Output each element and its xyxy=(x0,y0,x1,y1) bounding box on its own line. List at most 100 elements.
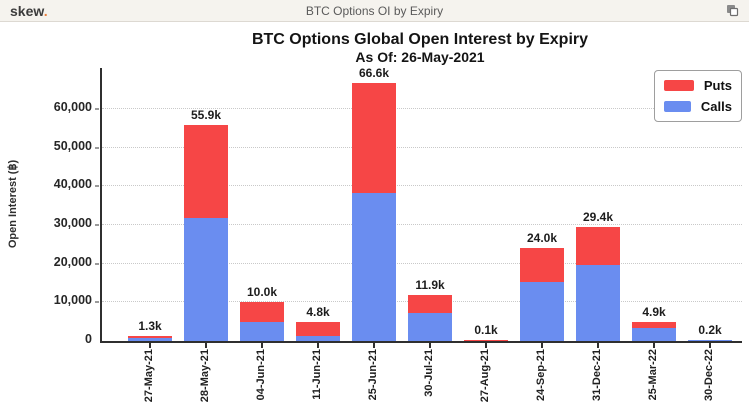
copy-icon-glyph xyxy=(727,5,739,17)
gridline-50,000 xyxy=(102,146,742,148)
legend: Puts Calls xyxy=(654,70,742,122)
legend-swatch-puts xyxy=(664,80,694,91)
bar-segment-calls[interactable] xyxy=(240,322,284,341)
bar-segment-puts[interactable] xyxy=(296,322,340,336)
y-tick-mark xyxy=(95,223,99,226)
bar-total-label: 1.3k xyxy=(138,318,162,333)
gridline-40,000 xyxy=(102,185,742,187)
bar-segment-calls[interactable] xyxy=(688,340,732,341)
y-tick-mark xyxy=(95,301,99,304)
x-tick-mark xyxy=(541,343,543,348)
logo-dot: . xyxy=(43,2,48,19)
skew-logo[interactable]: skew. xyxy=(10,3,48,19)
chart-card: BTC Options Global Open Interest by Expi… xyxy=(0,22,749,413)
x-tick-mark xyxy=(709,343,711,348)
y-tick-mark xyxy=(95,185,99,188)
bar-segment-calls[interactable] xyxy=(576,265,620,341)
bar-04-Jun-21[interactable] xyxy=(240,302,284,341)
x-tick-label: 24-Sep-21 xyxy=(535,349,547,401)
x-tick-label: 04-Jun-21 xyxy=(255,349,267,401)
bar-segment-calls[interactable] xyxy=(296,335,340,341)
y-axis-label: Open Interest (฿) xyxy=(7,159,19,249)
y-tick-mark xyxy=(95,107,99,110)
y-tick-label: 0 xyxy=(85,332,92,346)
y-tick-label: 20,000 xyxy=(53,254,92,269)
bar-11-Jun-21[interactable] xyxy=(296,322,340,341)
legend-label: Puts xyxy=(703,78,732,93)
y-tick-label: 40,000 xyxy=(53,177,92,192)
y-tick-label: 30,000 xyxy=(53,215,92,230)
bar-segment-puts[interactable] xyxy=(576,227,620,266)
bar-segment-calls[interactable] xyxy=(408,313,452,341)
bar-segment-puts[interactable] xyxy=(352,83,396,194)
x-tick-label: 28-May-21 xyxy=(199,349,211,403)
bar-31-Dec-21[interactable] xyxy=(576,227,620,341)
bar-total-label: 55.9k xyxy=(190,107,222,122)
bar-30-Dec-22[interactable] xyxy=(688,340,732,341)
bar-27-May-21[interactable] xyxy=(128,335,172,341)
x-tick-label: 27-Aug-21 xyxy=(479,349,491,403)
x-tick-label: 11-Jun-21 xyxy=(311,349,323,400)
x-tick-mark xyxy=(317,343,319,348)
bar-segment-puts[interactable] xyxy=(128,335,172,339)
bar-segment-puts[interactable] xyxy=(632,322,676,328)
copy-icon[interactable] xyxy=(726,4,739,17)
bar-segment-puts[interactable] xyxy=(240,302,284,323)
app-header: skew. BTC Options OI by Expiry xyxy=(0,0,749,22)
x-tick-mark xyxy=(485,343,487,348)
bar-25-Jun-21[interactable] xyxy=(352,83,396,341)
bar-segment-puts[interactable] xyxy=(184,124,228,219)
x-tick-mark xyxy=(205,343,207,348)
x-tick-label: 25-Mar-22 xyxy=(647,349,659,401)
y-tick-mark xyxy=(95,262,99,265)
x-tick-label: 31-Dec-21 xyxy=(591,349,603,401)
bar-total-label: 66.6k xyxy=(358,66,390,81)
legend-item-calls[interactable]: Calls xyxy=(664,99,732,114)
plot-area: 1.3k 27-May-21 55.9k 28-May-21 10.0k 04-Jun-2… xyxy=(100,66,742,402)
bar-28-May-21[interactable] xyxy=(184,124,228,341)
bar-segment-calls[interactable] xyxy=(520,281,564,341)
chart-title: BTC Options Global Open Interest by Expi… xyxy=(251,31,589,48)
bar-24-Sep-21[interactable] xyxy=(520,248,564,341)
bar-total-label: 4.9k xyxy=(642,305,666,320)
bar-segment-puts[interactable] xyxy=(520,248,564,282)
bar-total-label: 0.2k xyxy=(698,323,722,337)
x-tick-mark xyxy=(149,343,151,348)
legend-item-puts[interactable]: Puts xyxy=(664,78,732,93)
bar-total-label: 24.0k xyxy=(526,231,558,246)
header-title: BTC Options OI by Expiry xyxy=(305,3,444,18)
y-tick-mark xyxy=(95,146,99,149)
bar-total-label: 29.4k xyxy=(582,210,614,225)
x-tick-mark xyxy=(653,343,655,348)
bar-25-Mar-22[interactable] xyxy=(632,322,676,341)
x-tick-mark xyxy=(597,343,599,348)
bar-total-label: 11.9k xyxy=(415,277,445,292)
bar-30-Jul-21[interactable] xyxy=(408,294,452,341)
bar-segment-calls[interactable] xyxy=(352,193,396,341)
bar-total-label: 0.1k xyxy=(474,323,498,337)
gridline-20,000 xyxy=(102,262,742,264)
bar-segment-calls[interactable] xyxy=(184,218,228,341)
legend-swatch-calls xyxy=(664,101,691,112)
x-tick-mark xyxy=(373,343,375,348)
gridline-30,000 xyxy=(102,223,742,225)
bar-segment-puts[interactable] xyxy=(464,340,508,341)
bar-segment-puts[interactable] xyxy=(408,294,452,314)
x-tick-label: 30-Jul-21 xyxy=(423,349,435,397)
y-tick-label: 10,000 xyxy=(53,293,92,308)
logo-text: skew xyxy=(10,2,44,19)
legend-label: Calls xyxy=(700,99,732,114)
x-tick-mark xyxy=(261,343,263,348)
bar-27-Aug-21[interactable] xyxy=(464,340,508,341)
bar-segment-calls[interactable] xyxy=(128,338,172,341)
gridline-60,000 xyxy=(102,107,742,109)
bar-segment-calls[interactable] xyxy=(632,327,676,341)
x-tick-mark xyxy=(429,343,431,348)
x-tick-label: 27-May-21 xyxy=(143,349,155,403)
x-tick-label: 30-Dec-22 xyxy=(703,349,715,401)
chart-subtitle: As Of: 26-May-2021 xyxy=(355,49,485,65)
bar-total-label: 4.8k xyxy=(306,305,330,320)
bar-total-label: 10.0k xyxy=(246,285,278,300)
y-tick-label: 60,000 xyxy=(53,99,92,114)
